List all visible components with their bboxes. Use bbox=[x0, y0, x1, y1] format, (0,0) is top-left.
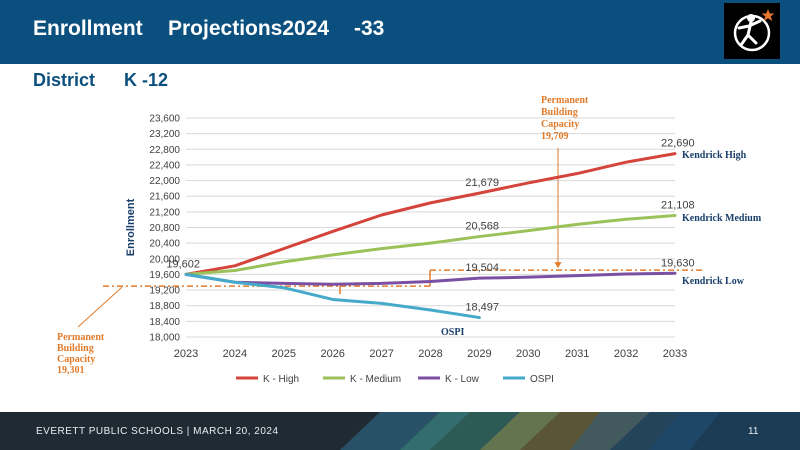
y-tick-label: 22,400 bbox=[149, 160, 180, 171]
data-label: 19,504 bbox=[465, 262, 499, 274]
capacity-future-arrowhead bbox=[554, 262, 562, 269]
footer-bar: EVERETT PUBLIC SCHOOLS | MARCH 20, 2024 … bbox=[0, 412, 800, 450]
y-tick-label: 23,200 bbox=[149, 129, 180, 140]
y-tick-label: 20,800 bbox=[149, 223, 180, 234]
capacity-current-label: Permanent bbox=[57, 332, 105, 343]
data-label: 22,690 bbox=[661, 138, 695, 150]
x-tick-label: 2032 bbox=[614, 348, 638, 360]
y-axis-title: Enrollment bbox=[125, 198, 137, 256]
data-label: 21,108 bbox=[661, 199, 695, 211]
title-range: -33 bbox=[354, 17, 385, 40]
capacity-future-label: Capacity bbox=[541, 119, 579, 130]
page-number: 11 bbox=[748, 426, 759, 437]
title-bar: Enrollment Projections2024 -33 bbox=[0, 0, 800, 64]
capacity-future-label: Building bbox=[541, 107, 578, 118]
capacity-current-label: Capacity bbox=[57, 354, 95, 365]
x-tick-label: 2028 bbox=[418, 348, 442, 360]
capacity-current-pointer bbox=[77, 286, 123, 328]
y-tick-label: 21,600 bbox=[149, 192, 180, 203]
y-tick-label: 22,800 bbox=[149, 145, 180, 156]
series-end-label: Kendrick High bbox=[682, 150, 747, 161]
legend-entry: K - Low bbox=[445, 374, 480, 385]
ospi-label: OSPI bbox=[441, 327, 464, 338]
footer-decoration-icon bbox=[340, 412, 800, 450]
series-end-label: Kendrick Low bbox=[682, 276, 745, 287]
data-label: 21,679 bbox=[465, 177, 499, 189]
series-end-label: Kendrick Medium bbox=[682, 213, 762, 224]
capacity-current-label: 19,301 bbox=[57, 365, 85, 376]
x-tick-label: 2031 bbox=[565, 348, 589, 360]
legend-entry: OSPI bbox=[530, 374, 554, 385]
runner-logo-icon bbox=[733, 9, 775, 52]
data-label: 19,602 bbox=[166, 258, 200, 270]
y-tick-label: 18,000 bbox=[149, 333, 180, 344]
x-tick-label: 2024 bbox=[223, 348, 247, 360]
capacity-future-label: Permanent bbox=[541, 95, 589, 106]
data-label: 20,568 bbox=[465, 221, 499, 233]
x-tick-label: 2026 bbox=[320, 348, 344, 360]
enrollment-chart: 18,000 18,400 18,800 19,200 19,600 20,000 20,4… bbox=[57, 95, 762, 385]
y-tick-label: 18,400 bbox=[149, 317, 180, 328]
y-tick-label: 20,400 bbox=[149, 239, 180, 250]
y-tick-label: 19,600 bbox=[149, 270, 180, 281]
series-line-ospi bbox=[184, 272, 481, 320]
y-tick-label: 20,000 bbox=[149, 254, 180, 265]
x-tick-label: 2023 bbox=[174, 348, 198, 360]
x-tick-label: 2033 bbox=[663, 348, 687, 360]
subtitle-grades: K -12 bbox=[124, 70, 169, 90]
y-tick-label: 21,200 bbox=[149, 207, 180, 218]
y-tick-label: 18,800 bbox=[149, 301, 180, 312]
x-tick-label: 2030 bbox=[516, 348, 540, 360]
series-line-k-medium bbox=[184, 213, 677, 276]
y-tick-label: 23,600 bbox=[149, 114, 180, 125]
x-tick-label: 2029 bbox=[467, 348, 491, 360]
footer-organization-date: EVERETT PUBLIC SCHOOLS | MARCH 20, 2024 bbox=[36, 426, 279, 437]
x-tick-label: 2025 bbox=[272, 348, 296, 360]
subtitle-district: District bbox=[33, 70, 96, 90]
y-tick-label: 22,000 bbox=[149, 176, 180, 187]
district-logo bbox=[724, 3, 780, 59]
capacity-current-label: Building bbox=[57, 343, 94, 354]
legend-entry: K - High bbox=[263, 374, 299, 385]
data-label: 19,630 bbox=[661, 257, 695, 269]
y-tick-label: 19,200 bbox=[149, 286, 180, 297]
title-enrollment: Enrollment bbox=[33, 17, 143, 40]
x-tick-label: 2027 bbox=[369, 348, 393, 360]
data-label: 18,497 bbox=[465, 302, 499, 314]
capacity-future-label: 19,709 bbox=[541, 131, 569, 142]
title-projections: Projections2024 bbox=[168, 17, 330, 40]
series-line-k-high bbox=[184, 152, 677, 276]
legend-entry: K - Medium bbox=[350, 374, 401, 385]
series-line-k-low bbox=[184, 271, 677, 286]
